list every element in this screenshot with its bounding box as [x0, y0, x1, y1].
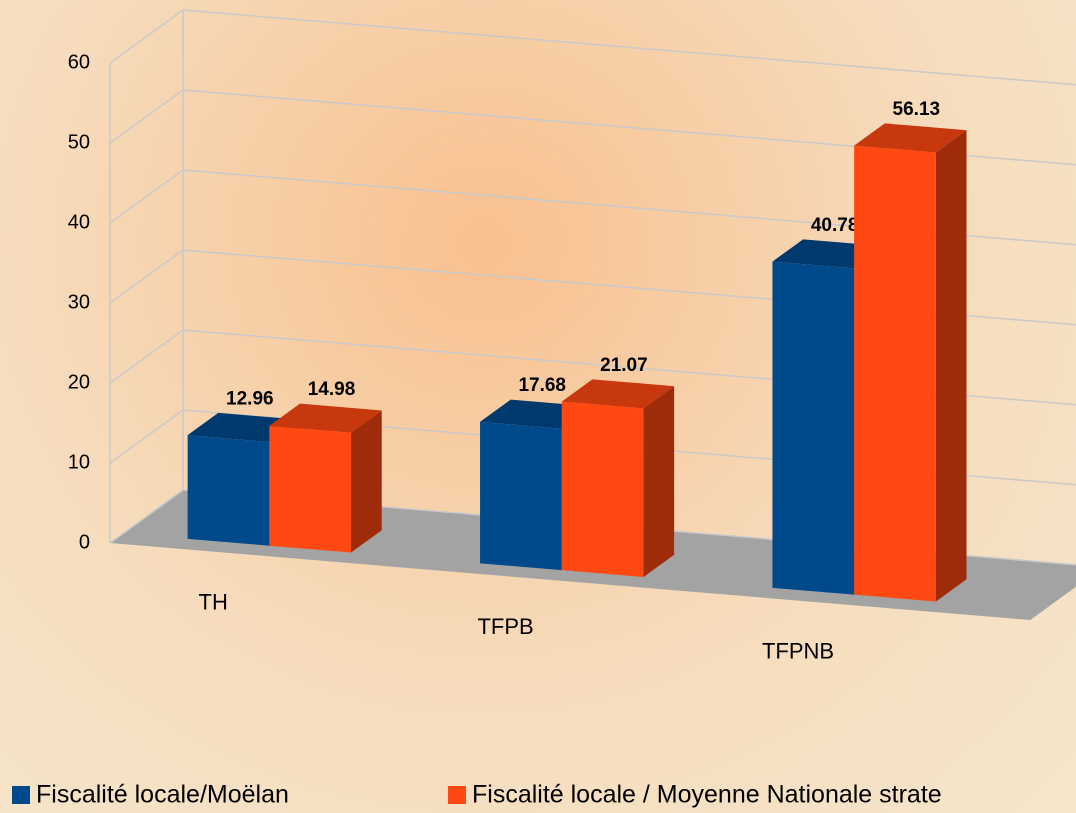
bar	[561, 379, 675, 578]
bar	[854, 123, 967, 602]
data-label: 17.68	[518, 375, 566, 396]
legend-label: Fiscalité locale/Moëlan	[36, 781, 289, 809]
y-tick-label: 10	[68, 451, 90, 473]
grid-line	[109, 169, 1076, 246]
bar-side-shade	[643, 386, 675, 578]
data-label: 56.13	[893, 99, 941, 120]
data-label: 12.96	[226, 388, 274, 409]
y-tick-label: 40	[68, 211, 90, 233]
legend-swatch	[448, 786, 466, 804]
bar-top-shade	[854, 123, 967, 153]
y-tick-label: 60	[68, 51, 90, 73]
bar-side	[643, 386, 675, 578]
bar-side-shade	[351, 410, 382, 553]
bar-top-shade	[269, 403, 382, 433]
y-tick-label: 0	[79, 531, 90, 553]
y-tick-label: 50	[68, 131, 90, 153]
x-tick-label: TFPB	[477, 614, 533, 639]
bar-front	[187, 435, 270, 546]
legend-label: Fiscalité locale / Moyenne Nationale str…	[472, 781, 942, 809]
bar-side	[351, 410, 382, 553]
bar-top	[269, 403, 382, 433]
data-label: 21.07	[600, 355, 648, 376]
bar-side	[935, 130, 967, 602]
x-tick-label: TH	[199, 589, 228, 614]
bar-top	[854, 123, 967, 153]
bar-top-shade	[561, 379, 675, 409]
data-label: 14.98	[308, 379, 356, 400]
y-tick-label: 30	[68, 291, 90, 313]
data-label: 40.78	[811, 215, 859, 236]
grid-line	[109, 89, 1076, 166]
bar-side-shade	[935, 130, 967, 602]
x-tick-label: TFPNB	[762, 638, 834, 663]
grid-line	[109, 9, 1076, 86]
bar-front	[772, 261, 855, 595]
bar	[269, 403, 382, 553]
bar-front	[269, 425, 352, 553]
bar-front	[854, 145, 936, 602]
bar-front	[480, 421, 562, 571]
bar-front	[561, 401, 644, 578]
y-tick-label: 20	[68, 371, 90, 393]
bar-top	[561, 379, 675, 409]
legend-swatch	[12, 786, 30, 804]
